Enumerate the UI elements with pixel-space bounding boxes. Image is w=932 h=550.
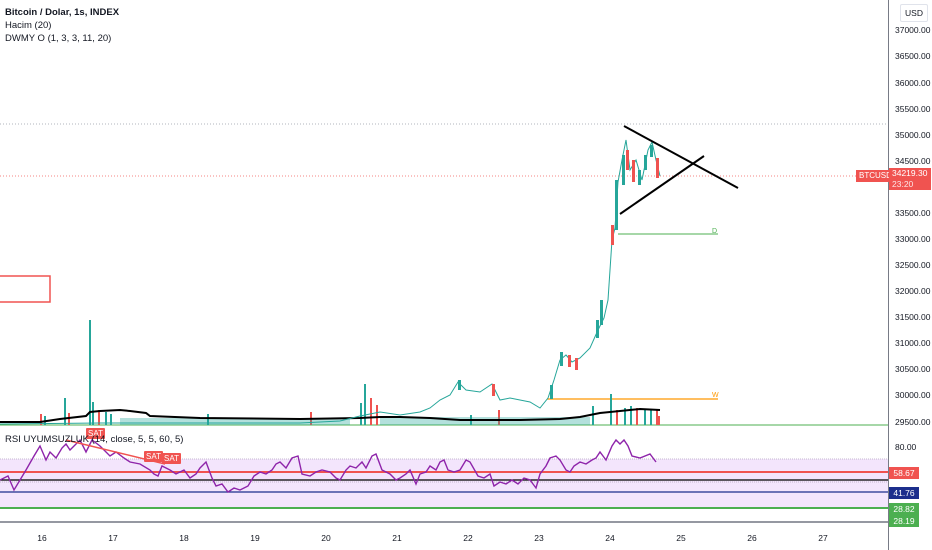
volume-bars: [40, 320, 660, 425]
price-tick: 30500.00: [895, 364, 931, 374]
price-candles: [0, 139, 661, 425]
price-tick: 36000.00: [895, 78, 931, 88]
price-tick: 35000.00: [895, 130, 931, 140]
daily-level-label: D: [712, 228, 717, 235]
volume-indicator-label[interactable]: Hacim (20): [5, 20, 52, 31]
chart-canvas[interactable]: D W: [0, 0, 888, 550]
price-tick: 32500.00: [895, 260, 931, 270]
price-tick: 32000.00: [895, 286, 931, 296]
price-tick: 37000.00: [895, 25, 931, 35]
currency-selector[interactable]: USD: [900, 4, 928, 22]
time-tick: 26: [747, 533, 757, 543]
price-tick: 34500.00: [895, 156, 931, 166]
price-tick: 29500.00: [895, 417, 931, 427]
chart-legend: Bitcoin / Dolar, 1s, INDEX Hacim (20) DW…: [5, 6, 119, 45]
rsi-level-badge: 28.82: [889, 503, 919, 515]
price-tick: 36500.00: [895, 51, 931, 61]
sell-signal-badge: SAT: [144, 451, 163, 462]
time-tick: 25: [676, 533, 686, 543]
rsi-tick: 80.00: [895, 442, 917, 452]
pane-separator[interactable]: [0, 521, 932, 523]
time-tick: 21: [392, 533, 402, 543]
time-tick: 16: [37, 533, 47, 543]
rsi-level-badge: 58.67: [889, 467, 919, 479]
rsi-line: [0, 438, 657, 493]
bar-countdown: 23:20: [892, 179, 914, 189]
rsi-level-badge: 28.19: [889, 515, 919, 527]
symbol-badge: BTCUSD: [856, 170, 895, 182]
time-tick: 18: [179, 533, 189, 543]
dwmy-indicator-label[interactable]: DWMY O (1, 3, 3, 11, 20): [5, 33, 112, 44]
time-tick: 27: [818, 533, 828, 543]
last-price: 34219.30: [892, 168, 928, 178]
time-tick: 24: [605, 533, 615, 543]
rectangle-drawing: [0, 275, 51, 303]
price-tick: 31500.00: [895, 312, 931, 322]
time-tick: 20: [321, 533, 331, 543]
sell-signal-badge: SAT: [86, 428, 105, 439]
price-tick: 30000.00: [895, 390, 931, 400]
price-tick: 31000.00: [895, 338, 931, 348]
last-price-badge: 34219.30 23:20: [889, 168, 931, 190]
time-tick: 17: [108, 533, 118, 543]
price-axis[interactable]: 37000.00 36500.00 36000.00 35500.00 3500…: [888, 0, 932, 550]
symbol-title[interactable]: Bitcoin / Dolar, 1s, INDEX: [5, 7, 120, 18]
price-tick: 33500.00: [895, 208, 931, 218]
time-tick: 22: [463, 533, 473, 543]
weekly-level-label: W: [712, 392, 719, 399]
time-tick: 19: [250, 533, 260, 543]
rsi-level-badge: 41.76: [889, 487, 919, 499]
price-tick: 35500.00: [895, 104, 931, 114]
time-tick: 23: [534, 533, 544, 543]
rsi-indicator-label[interactable]: RSI UYUMSUZLUK (14, close, 5, 5, 60, 5): [5, 434, 184, 445]
sell-signal-badge: SAT: [162, 453, 181, 464]
price-tick: 33000.00: [895, 234, 931, 244]
